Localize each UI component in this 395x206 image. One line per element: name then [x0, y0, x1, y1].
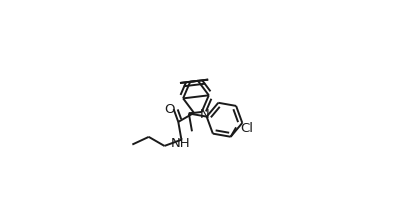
Text: N: N [199, 108, 209, 121]
Text: NH: NH [171, 136, 190, 149]
Text: O: O [164, 102, 174, 115]
Text: Cl: Cl [241, 121, 254, 134]
